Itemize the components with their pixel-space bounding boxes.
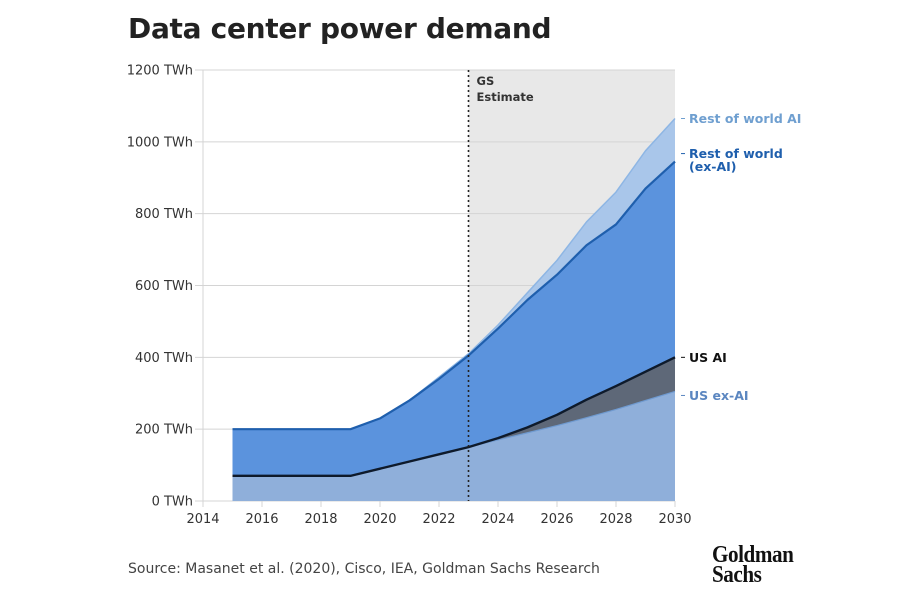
lines [232,117,676,478]
x-tick-label: 2018 [304,512,337,527]
x-tick-label: 2014 [186,512,219,527]
source-note: Source: Masanet et al. (2020), Cisco, IE… [128,561,600,577]
series-label: Rest of world [689,146,783,161]
area-us-ai [232,357,675,476]
x-tick-label: 2028 [599,512,632,527]
x-tick-label: 2020 [363,512,396,527]
area-rest-of-world-ex-ai- [232,161,675,476]
y-axis-ticks: 0 TWh 200 TWh 400 TWh 600 TWh 800 TWh 1000 TW… [127,64,193,510]
line-us-ai-top [232,356,676,478]
series-label: US ex-AI [689,388,749,403]
y-tick-label: 1000 TWh [127,135,193,150]
x-axis-ticks: 2014 2016 2018 2020 2022 2024 2026 2028 2030 [186,501,692,527]
y-tick-label: 1200 TWh [127,64,193,79]
y-tick-label: 0 TWh [152,495,193,510]
line-rest-of-world-ex-ai-top [232,160,676,431]
series-label: US AI [689,350,727,365]
logo-line1: Goldman [712,542,794,568]
y-tick-label: 400 TWh [135,351,193,366]
x-tick-label: 2016 [245,512,278,527]
series-labels: Rest of world AI Rest of world(ex-AI) US A… [681,111,801,403]
area-us-ex-ai [232,391,675,501]
logo-line2: Sachs [712,562,762,588]
y-tick-label: 200 TWh [135,423,193,438]
x-tick-label: 2022 [422,512,455,527]
chart-title: Data center power demand [128,12,552,45]
x-tick-label: 2026 [540,512,573,527]
x-tick-label: 2024 [481,512,514,527]
series-label: Rest of world AI [689,111,801,126]
series-label: (ex-AI) [689,159,736,174]
goldman-sachs-logo: Goldman Sachs [712,542,794,588]
estimate-label-line2: Estimate [477,90,534,104]
estimate-label-line1: GS [477,74,495,88]
y-tick-label: 600 TWh [135,279,193,294]
y-tick-label: 800 TWh [135,207,193,222]
x-tick-label: 2030 [658,512,691,527]
